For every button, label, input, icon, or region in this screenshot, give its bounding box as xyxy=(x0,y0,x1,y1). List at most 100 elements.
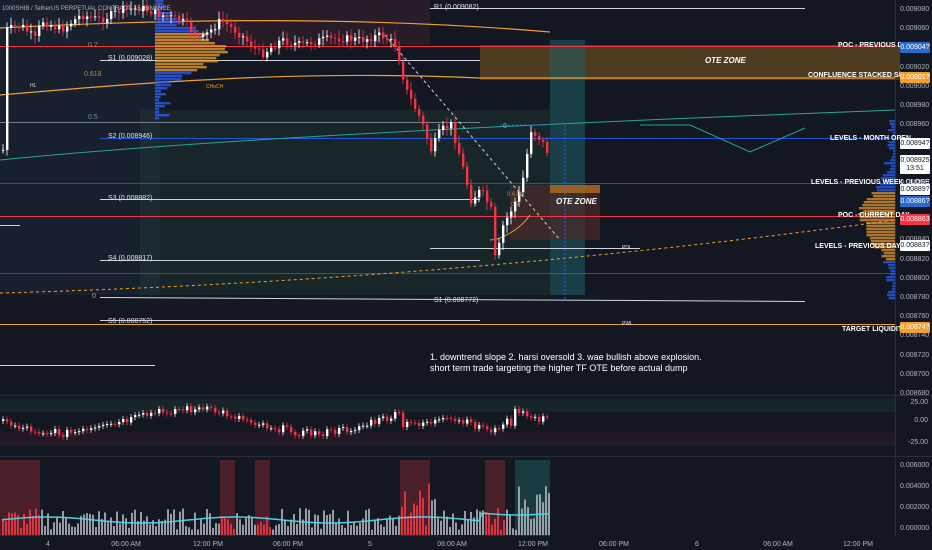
note-line-1: 1. downtrend slope 2. harsi oversold 3. … xyxy=(430,352,702,362)
teal-box xyxy=(550,40,585,295)
vp-right-bar xyxy=(893,132,895,135)
wae-bar xyxy=(233,528,235,535)
wae-explosion-line xyxy=(1,512,549,524)
wae-bar xyxy=(455,522,457,535)
wae-bar xyxy=(236,513,238,535)
osc-body xyxy=(522,411,525,413)
vp-right-bar xyxy=(888,141,895,144)
time-axis[interactable]: 4 06:00 AM 12:00 PM 06:00 PM 5 06:00 AM 12:00 … xyxy=(0,537,895,550)
candle-body xyxy=(114,10,117,12)
wae-bar xyxy=(509,515,511,535)
wae-bar xyxy=(365,510,367,535)
osc-body xyxy=(430,421,433,424)
price-tick: 0.008820 xyxy=(900,255,930,263)
vol-scale[interactable]: 0.006000 0.004000 0.002000 0.000000 xyxy=(896,457,932,537)
wae-bar xyxy=(287,526,289,535)
vp-right-bar xyxy=(866,231,895,234)
price-tick: 0.008980 xyxy=(900,102,930,109)
premium-zone xyxy=(0,0,160,295)
candle-body xyxy=(406,79,409,90)
osc-body xyxy=(254,422,257,426)
vp-left-bar xyxy=(155,30,199,33)
osc-body xyxy=(486,426,489,430)
candle-body xyxy=(14,24,17,27)
wae-bar xyxy=(278,524,280,535)
candle-body xyxy=(282,38,285,41)
candle-body xyxy=(222,18,225,22)
vp-right-bar xyxy=(866,222,895,225)
candle-body xyxy=(338,38,341,42)
osc-body xyxy=(246,419,249,421)
ote-zone-small xyxy=(510,185,600,240)
osc-body xyxy=(366,425,369,427)
wae-bar xyxy=(392,518,394,535)
candle-body xyxy=(122,5,125,13)
wae-bar xyxy=(542,502,544,535)
ote-zone-big-label: OTE ZONE xyxy=(705,56,746,65)
candle-body xyxy=(358,37,361,39)
vp-left-bar xyxy=(155,69,198,72)
wae-bar xyxy=(116,511,118,535)
wae-bar xyxy=(368,508,370,535)
wae-bar xyxy=(83,514,85,535)
vol-tick: 0.000000 xyxy=(900,525,930,532)
time-tick: 06:00 AM xyxy=(763,541,793,548)
wae-bar xyxy=(23,513,25,535)
osc-tick: 0.00 xyxy=(914,417,928,424)
volume-profile-left xyxy=(155,0,228,120)
price-scale[interactable]: 0.0090800.0090600.0090400.0090200.009000… xyxy=(896,0,932,397)
vp-left-bar xyxy=(155,54,220,57)
vol-tick: 0.002000 xyxy=(900,504,930,511)
osc-scale[interactable]: 25.00 0.00 -25.00 xyxy=(896,396,932,456)
candle-body xyxy=(342,41,345,43)
osc-body xyxy=(518,408,521,413)
s2-label: S2 (0.008946) xyxy=(108,133,153,140)
wae-bar xyxy=(41,509,43,535)
osc-body xyxy=(194,409,197,413)
wae-bar xyxy=(188,527,190,535)
wae-bar xyxy=(239,519,241,535)
candle-body xyxy=(370,39,373,42)
osc-body xyxy=(546,416,549,418)
candle-body xyxy=(482,189,485,191)
osc-body xyxy=(322,434,325,437)
osc-body xyxy=(318,431,321,435)
vp-left-bar xyxy=(155,51,228,54)
wae-bar xyxy=(272,529,274,535)
vp-right-bar xyxy=(871,243,895,246)
candle-body xyxy=(214,29,217,31)
osc-body xyxy=(498,428,501,430)
vp-left-bar xyxy=(155,24,177,27)
osc-body xyxy=(198,407,201,410)
osc-body xyxy=(286,425,289,427)
wae-bar xyxy=(290,519,292,535)
candle-body xyxy=(202,34,205,37)
osc-body xyxy=(158,408,161,414)
vp-right-bar xyxy=(866,228,895,231)
time-tick: 12:00 PM xyxy=(193,541,223,548)
wae-bar xyxy=(179,511,181,535)
vp-right-bar xyxy=(863,210,895,213)
vp-left-bar xyxy=(155,93,166,96)
wae-bar xyxy=(341,525,343,535)
osc-body xyxy=(410,421,413,423)
candle-body xyxy=(182,18,185,21)
osc-body xyxy=(130,417,133,423)
osc-body xyxy=(258,424,261,426)
osc-body xyxy=(66,429,69,437)
osc-body xyxy=(438,419,441,421)
wae-bar xyxy=(182,508,184,535)
vp-right-bar xyxy=(888,291,895,294)
wae-bar xyxy=(203,523,205,535)
candle-body xyxy=(546,142,549,154)
wae-bar xyxy=(476,509,478,535)
vp-right-bar xyxy=(881,249,895,252)
wae-bar xyxy=(500,529,502,535)
candle-body xyxy=(254,47,257,49)
time-tick: 6 xyxy=(695,541,699,548)
wae-bar xyxy=(92,514,94,535)
vp-right-bar xyxy=(862,204,895,207)
price-badge: 0.00894? xyxy=(900,138,930,149)
osc-body xyxy=(390,418,393,421)
